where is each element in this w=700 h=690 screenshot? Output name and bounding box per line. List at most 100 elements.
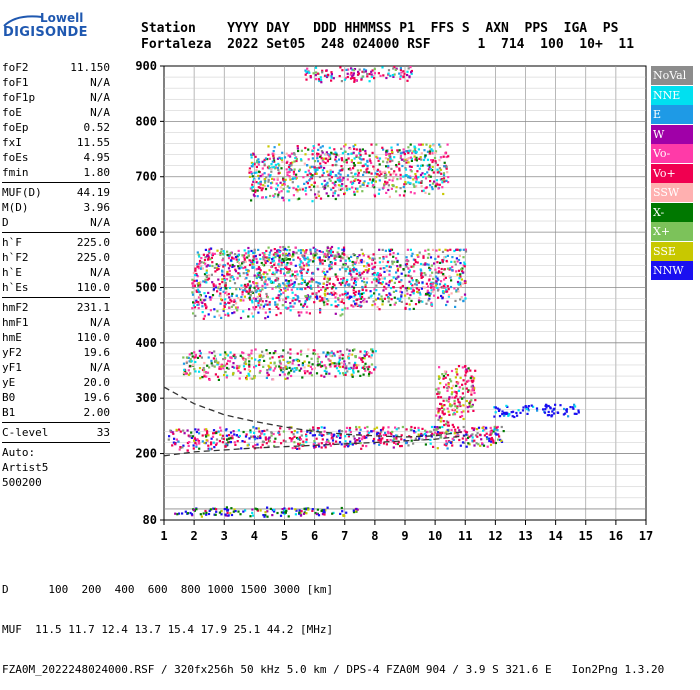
echo-point (310, 374, 314, 377)
echo-point (235, 294, 238, 297)
echo-point (413, 270, 416, 273)
echo-point (446, 285, 449, 288)
echo-point (454, 396, 457, 399)
echo-point (395, 164, 398, 167)
echo-point (282, 298, 285, 302)
echo-point (300, 274, 303, 277)
echo-point (457, 389, 460, 392)
echo-point (253, 435, 256, 438)
echo-point (277, 283, 281, 286)
echo-point (359, 153, 362, 156)
echo-point (396, 442, 399, 446)
echo-point (255, 285, 258, 288)
echo-point (252, 306, 255, 309)
echo-point (250, 153, 253, 156)
echo-point (372, 178, 375, 181)
echo-point (400, 71, 403, 74)
echo-point (313, 166, 316, 169)
echo-point (304, 153, 307, 156)
echo-point (327, 299, 330, 302)
echo-point (227, 514, 230, 517)
echo-point (447, 293, 451, 297)
echo-point (244, 435, 248, 438)
echo-point (303, 507, 306, 510)
echo-point (216, 249, 219, 252)
echo-point (409, 182, 412, 185)
echo-point (233, 441, 236, 444)
echo-point (345, 367, 348, 370)
echo-point (545, 403, 548, 406)
param-value: N/A (90, 216, 110, 229)
echo-point (294, 293, 297, 297)
echo-point (326, 298, 329, 301)
echo-point (403, 153, 406, 156)
echo-point (317, 442, 320, 445)
echo-point (225, 507, 228, 511)
echo-point (275, 286, 278, 289)
echo-point (253, 286, 256, 289)
echo-point (403, 72, 406, 75)
echo-point (248, 295, 252, 298)
echo-point (412, 258, 415, 261)
echo-point (218, 285, 222, 288)
echo-point (370, 70, 373, 73)
echo-point (234, 256, 238, 259)
echo-point (308, 185, 311, 189)
echo-point (274, 350, 277, 353)
echo-point (380, 295, 383, 298)
echo-point (322, 286, 325, 289)
echo-point (429, 184, 432, 187)
echo-point (316, 295, 319, 298)
echo-point (337, 188, 341, 191)
echo-point (413, 192, 416, 195)
echo-point (357, 174, 360, 177)
echo-point (425, 186, 428, 189)
echo-point (251, 377, 254, 380)
echo-point (303, 264, 306, 267)
echo-point (380, 430, 383, 433)
echo-point (428, 278, 431, 281)
echo-point (282, 252, 285, 255)
echo-point (218, 283, 221, 286)
echo-point (292, 194, 295, 197)
echo-point (353, 164, 356, 167)
echo-point (257, 266, 260, 269)
echo-point (330, 73, 333, 76)
echo-point (191, 284, 195, 287)
echo-point (258, 363, 261, 366)
echo-point (304, 300, 307, 303)
echo-point (251, 163, 254, 166)
echo-point (256, 300, 259, 303)
echo-point (322, 301, 326, 304)
echo-point (202, 261, 205, 264)
echo-point (186, 441, 189, 445)
echo-point (221, 278, 224, 281)
echo-point (242, 430, 245, 434)
echo-point (210, 256, 213, 259)
echo-point (374, 180, 377, 183)
echo-point (363, 281, 366, 284)
echo-point (255, 268, 258, 271)
echo-point (427, 291, 430, 294)
echo-point (278, 365, 281, 368)
echo-point (205, 428, 208, 431)
echo-point (221, 273, 224, 276)
echo-point (378, 248, 381, 251)
echo-point (288, 186, 291, 189)
echo-point (396, 269, 399, 272)
echo-point (218, 367, 221, 370)
echo-point (264, 261, 267, 265)
echo-point (438, 159, 441, 162)
param-row: yF1 N/A (2, 360, 110, 375)
echo-point (365, 168, 368, 171)
echo-point (479, 433, 482, 436)
echo-point (409, 287, 412, 290)
echo-point (350, 160, 353, 163)
echo-point (196, 438, 199, 441)
echo-point (451, 396, 454, 399)
echo-point (343, 445, 346, 448)
echo-point (234, 253, 237, 256)
echo-point (341, 365, 345, 368)
param-value: N/A (90, 266, 110, 279)
echo-point (216, 268, 219, 271)
